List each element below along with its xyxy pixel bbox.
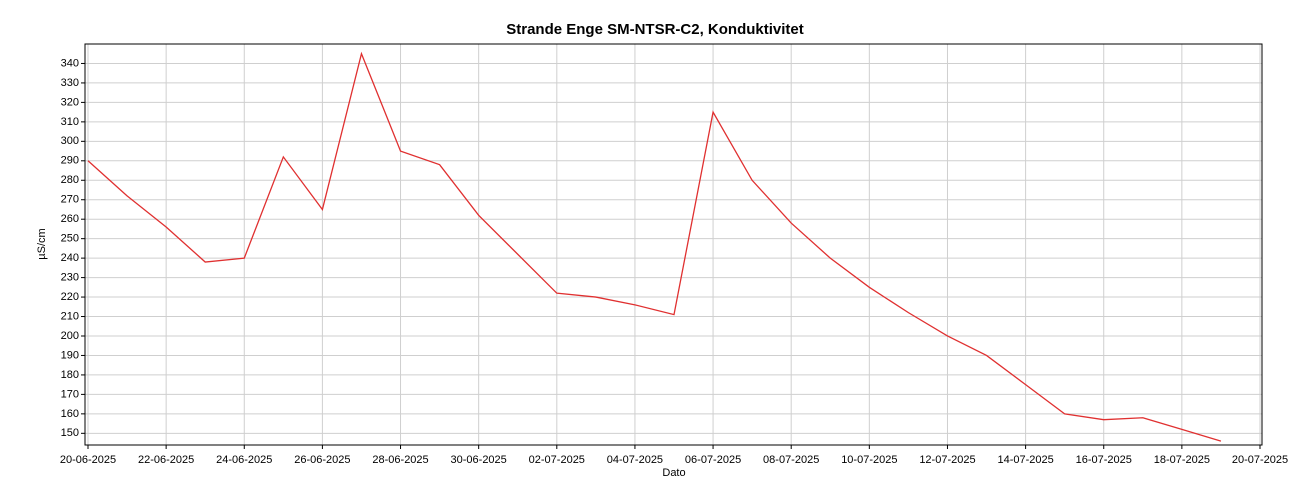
x-tick-label: 26-06-2025: [294, 454, 350, 466]
y-tick-label: 200: [61, 330, 79, 342]
x-tick-label: 06-07-2025: [685, 454, 741, 466]
x-tick-label: 08-07-2025: [763, 454, 819, 466]
y-tick-label: 210: [61, 310, 79, 322]
y-tick-label: 150: [61, 427, 79, 439]
x-tick-label: 30-06-2025: [451, 454, 507, 466]
y-tick-label: 230: [61, 271, 79, 283]
y-tick-label: 250: [61, 233, 79, 245]
y-tick-label: 280: [61, 174, 79, 186]
x-tick-label: 04-07-2025: [607, 454, 663, 466]
y-tick-label: 170: [61, 388, 79, 400]
y-tick-label: 320: [61, 96, 79, 108]
x-tick-label: 20-07-2025: [1232, 454, 1288, 466]
y-tick-label: 330: [61, 77, 79, 89]
x-tick-label: 12-07-2025: [919, 454, 975, 466]
y-tick-label: 240: [61, 252, 79, 264]
x-tick-label: 14-07-2025: [997, 454, 1053, 466]
x-tick-label: 10-07-2025: [841, 454, 897, 466]
x-tick-label: 18-07-2025: [1154, 454, 1210, 466]
y-tick-label: 310: [61, 116, 79, 128]
y-tick-label: 340: [61, 57, 79, 69]
y-tick-label: 220: [61, 291, 79, 303]
x-tick-label: 20-06-2025: [60, 454, 116, 466]
y-tick-label: 160: [61, 408, 79, 420]
x-axis-label: Dato: [662, 467, 685, 479]
plot-frame: [84, 43, 1263, 446]
x-tick-label: 24-06-2025: [216, 454, 272, 466]
y-tick-label: 300: [61, 135, 79, 147]
y-axis-label: µS/cm: [36, 228, 48, 259]
x-tick-label: 22-06-2025: [138, 454, 194, 466]
x-tick-label: 28-06-2025: [372, 454, 428, 466]
x-tick-label: 02-07-2025: [529, 454, 585, 466]
data-line: [87, 51, 1222, 442]
y-tick-label: 290: [61, 155, 79, 167]
y-tick-label: 180: [61, 369, 79, 381]
y-tick-label: 190: [61, 349, 79, 361]
y-tick-label: 270: [61, 194, 79, 206]
chart-title: Strande Enge SM-NTSR-C2, Konduktivitet: [506, 21, 804, 38]
x-tick-label: 16-07-2025: [1076, 454, 1132, 466]
y-tick-label: 260: [61, 213, 79, 225]
